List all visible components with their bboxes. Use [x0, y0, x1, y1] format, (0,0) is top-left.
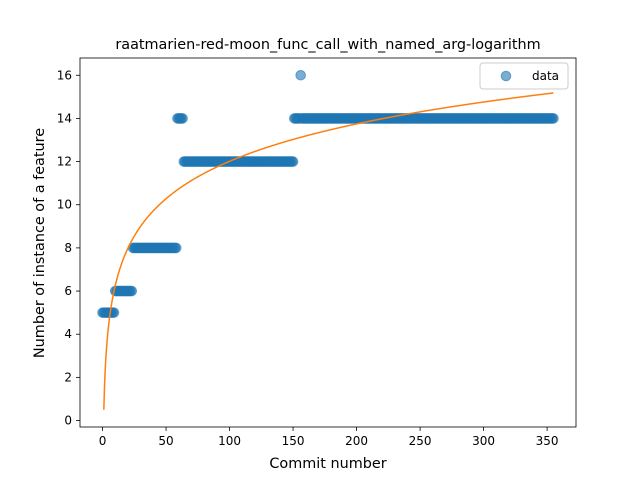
y-tick-label: 2	[64, 370, 72, 384]
data-point	[287, 156, 299, 167]
data-point	[126, 285, 138, 297]
y-tick-label: 8	[64, 241, 72, 255]
x-tick-label: 250	[409, 434, 432, 448]
y-tick-label: 10	[57, 198, 72, 212]
fit-line	[103, 92, 554, 410]
y-tick-label: 0	[64, 414, 72, 428]
data-point	[295, 69, 306, 81]
data-point	[108, 307, 120, 318]
chart-title: raatmarien-red-moon_func_call_with_named…	[115, 37, 540, 53]
x-tick-label: 200	[345, 434, 368, 448]
legend-label: data	[532, 69, 559, 83]
y-tick-label: 14	[57, 111, 72, 125]
y-tick-label: 16	[57, 68, 72, 82]
y-tick-label: 12	[57, 155, 72, 169]
legend-box	[479, 62, 569, 90]
x-tick-label: 300	[472, 434, 495, 448]
data-point	[177, 113, 188, 124]
plot-frame	[79, 57, 577, 428]
fit-series	[103, 92, 554, 410]
legend-marker	[500, 70, 512, 82]
x-tick-label: 0	[99, 434, 107, 448]
scatter-series	[97, 69, 559, 318]
legend: data	[479, 62, 569, 90]
axes: 0 50 100 150 200 250 300 350 0 2 4 6 8 10 12 14 16	[57, 57, 577, 448]
x-tick-label: 50	[158, 434, 173, 448]
y-tick-label: 6	[64, 284, 72, 298]
y-axis-label: Number of instance of a feature	[32, 128, 48, 358]
y-tick-label: 4	[64, 327, 72, 341]
x-tick-label: 350	[536, 434, 559, 448]
x-axis-label: Commit number	[269, 456, 386, 472]
data-point	[548, 113, 559, 124]
x-tick-label: 150	[282, 434, 305, 448]
x-tick-label: 100	[218, 434, 241, 448]
data-point	[170, 242, 182, 254]
